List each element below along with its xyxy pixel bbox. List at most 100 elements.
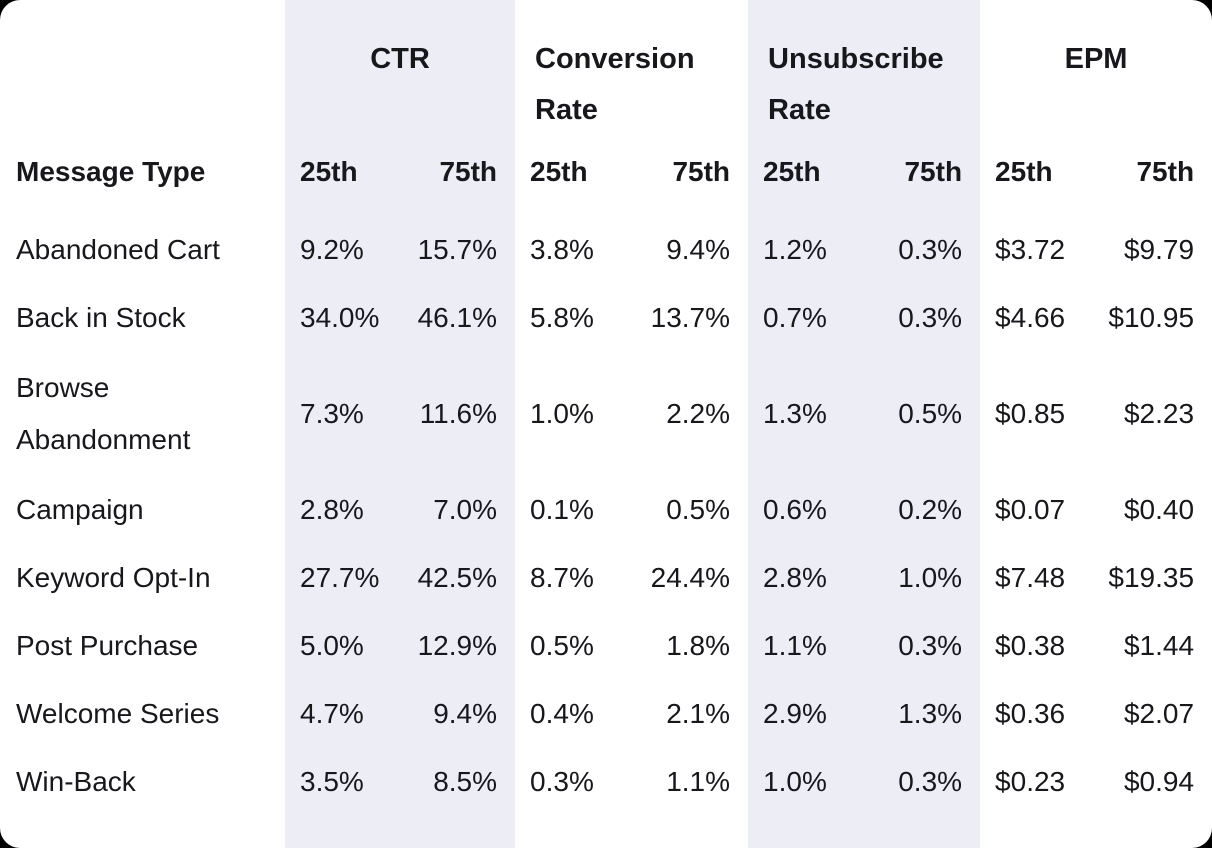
table-cell: $0.07	[995, 494, 1066, 525]
table-cell: $0.94	[1123, 766, 1195, 797]
column-group-ctr: CTR	[370, 43, 430, 75]
table-cell: 2.8%	[300, 494, 364, 525]
table-cell: $0.85	[995, 398, 1066, 429]
table-cell: 0.4%	[530, 698, 594, 729]
table-cell: $0.38	[995, 630, 1066, 661]
table-cell: 3.5%	[300, 766, 364, 797]
table-cell: 11.6%	[419, 398, 498, 429]
row-label: Back in Stock	[16, 302, 186, 333]
header-unsubscribe-75th: 75th	[904, 156, 963, 187]
table-cell: 12.9%	[417, 630, 498, 661]
table-cell: 2.8%	[763, 562, 827, 593]
row-label: Campaign	[16, 494, 144, 525]
column-group-unsubscribe: Unsubscribe Rate	[768, 43, 944, 126]
row-label: Browse Abandonment	[16, 372, 191, 455]
table-cell: $3.72	[995, 234, 1066, 265]
table-cell: $7.48	[995, 562, 1066, 593]
table-cell: 0.7%	[763, 302, 827, 333]
table-cell: 1.3%	[898, 698, 963, 729]
table-cell: 15.7%	[417, 234, 498, 265]
header-epm-25th: 25th	[995, 156, 1053, 187]
table-cell: 2.9%	[763, 698, 827, 729]
header-conversion-75th: 75th	[672, 156, 731, 187]
table-cell: 1.8%	[666, 630, 731, 661]
table-cell: 9.4%	[433, 698, 498, 729]
ctr-column-band	[285, 0, 515, 848]
table-cell: 0.3%	[898, 766, 963, 797]
table-row: Browse Abandonment 7.3% 11.6% 1.0% 2.2% …	[0, 352, 1212, 476]
corner-spacer	[0, 0, 285, 150]
table-row: Back in Stock 34.0% 46.1% 5.8% 13.7% 0.7…	[0, 284, 1212, 352]
table-cell: 5.0%	[300, 630, 364, 661]
table-cell: 7.0%	[433, 494, 498, 525]
table-cell: $0.40	[1123, 494, 1195, 525]
table-cell: 46.1%	[417, 302, 498, 333]
row-label: Welcome Series	[16, 698, 220, 729]
table-cell: $4.66	[995, 302, 1066, 333]
table-row: Keyword Opt-In 27.7% 42.5% 8.7% 24.4% 2.…	[0, 544, 1212, 612]
table-cell: 0.6%	[763, 494, 827, 525]
table-cell: $1.44	[1123, 630, 1195, 661]
column-group-header-row: CTR Conversion Rate Unsubscribe Rate EPM	[0, 0, 1212, 150]
header-ctr-75th: 75th	[439, 156, 498, 187]
table-cell: 42.5%	[417, 562, 498, 593]
table-cell: 3.8%	[530, 234, 594, 265]
header-unsubscribe-25th: 25th	[763, 156, 821, 187]
table-cell: 0.2%	[898, 494, 963, 525]
table-cell: 1.1%	[666, 766, 731, 797]
table-cell: $2.23	[1123, 398, 1195, 429]
table-cell: 0.3%	[898, 302, 963, 333]
row-label: Keyword Opt-In	[16, 562, 211, 593]
column-group-conversion: Conversion Rate	[535, 43, 695, 126]
table-row: Campaign 2.8% 7.0% 0.1% 0.5% 0.6% 0.2% $…	[0, 476, 1212, 544]
table-cell: 0.3%	[898, 630, 963, 661]
row-label: Win-Back	[16, 766, 136, 797]
table-cell: 9.4%	[666, 234, 731, 265]
table-cell: 1.2%	[763, 234, 827, 265]
row-label: Post Purchase	[16, 630, 199, 661]
table-cell: 7.3%	[300, 398, 364, 429]
header-conversion-25th: 25th	[530, 156, 588, 187]
table-cell: $19.35	[1108, 562, 1195, 593]
table-cell: 1.0%	[898, 562, 963, 593]
table-cell: $0.23	[995, 766, 1066, 797]
table-cell: 0.5%	[530, 630, 594, 661]
table-cell: $10.95	[1108, 302, 1195, 333]
table-cell: 2.2%	[666, 398, 731, 429]
table-cell: $0.36	[995, 698, 1066, 729]
percentile-header-row: Message Type 25th 75th 25th 75th 25th 75…	[0, 150, 1212, 216]
table-cell: 0.3%	[530, 766, 594, 797]
table-cell: 0.5%	[666, 494, 731, 525]
table-cell: 27.7%	[300, 562, 380, 593]
message-type-benchmarks-table: CTR Conversion Rate Unsubscribe Rate EPM…	[0, 0, 1212, 816]
table-cell: 9.2%	[300, 234, 364, 265]
table-row: Win-Back 3.5% 8.5% 0.3% 1.1% 1.0% 0.3% $…	[0, 748, 1212, 816]
row-label: Abandoned Cart	[16, 234, 220, 265]
table-cell: 24.4%	[650, 562, 731, 593]
table-cell: 34.0%	[300, 302, 380, 333]
table-cell: 1.1%	[763, 630, 827, 661]
table-cell: 5.8%	[530, 302, 594, 333]
table-cell: 2.1%	[666, 698, 731, 729]
table-cell: $9.79	[1123, 234, 1195, 265]
row-header-message-type: Message Type	[16, 156, 206, 187]
header-epm-75th: 75th	[1136, 156, 1195, 187]
table-cell: 4.7%	[300, 698, 364, 729]
table-cell: 8.7%	[530, 562, 594, 593]
table-row: Abandoned Cart 9.2% 15.7% 3.8% 9.4% 1.2%…	[0, 216, 1212, 284]
table-row: Post Purchase 5.0% 12.9% 0.5% 1.8% 1.1% …	[0, 612, 1212, 680]
table-cell: $2.07	[1123, 698, 1195, 729]
table-cell: 1.3%	[763, 398, 827, 429]
table-row: Welcome Series 4.7% 9.4% 0.4% 2.1% 2.9% …	[0, 680, 1212, 748]
column-group-epm: EPM	[1064, 43, 1128, 75]
header-ctr-25th: 25th	[300, 156, 358, 187]
table-cell: 1.0%	[763, 766, 827, 797]
table-cell: 0.1%	[530, 494, 594, 525]
table-cell: 1.0%	[530, 398, 594, 429]
table-cell: 13.7%	[650, 302, 731, 333]
table-cell: 0.3%	[898, 234, 963, 265]
table-cell: 8.5%	[433, 766, 498, 797]
table-cell: 0.5%	[898, 398, 963, 429]
unsubscribe-column-band	[748, 0, 980, 848]
